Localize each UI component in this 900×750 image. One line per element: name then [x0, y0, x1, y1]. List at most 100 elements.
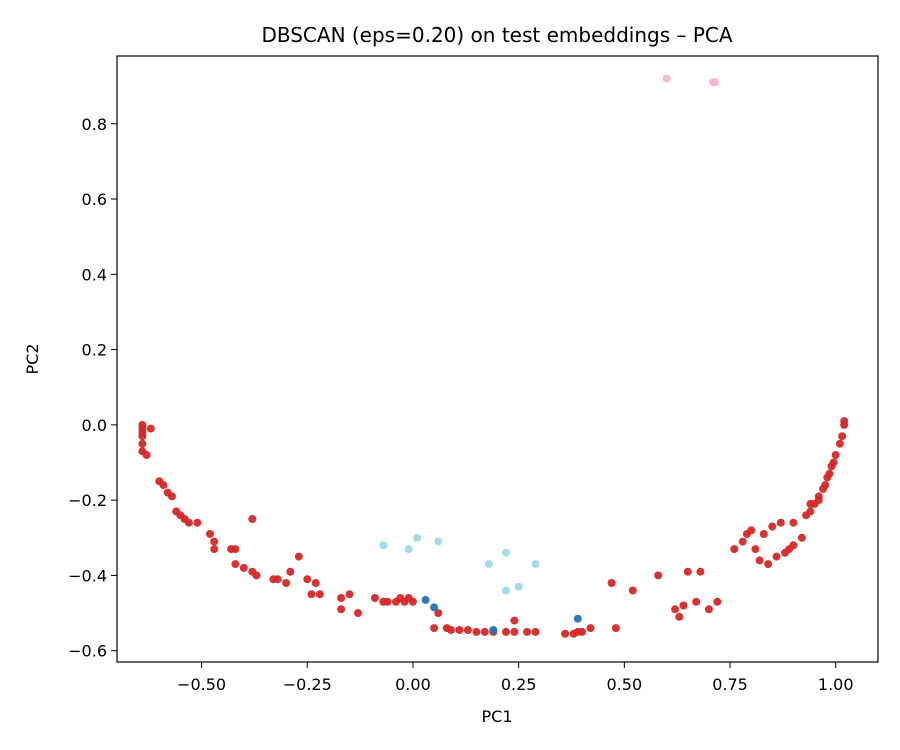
data-point — [303, 575, 312, 584]
data-point — [840, 417, 849, 426]
data-points — [138, 74, 849, 638]
y-tick-label: −0.2 — [68, 491, 107, 510]
data-point — [510, 616, 519, 625]
data-point — [337, 605, 346, 614]
data-point — [713, 597, 722, 606]
data-point — [607, 579, 616, 587]
x-tick-label: 0.00 — [395, 675, 431, 694]
y-tick-label: −0.4 — [68, 566, 107, 585]
data-point — [455, 626, 464, 634]
plot-area — [116, 55, 879, 663]
data-point — [307, 590, 316, 599]
data-point — [692, 597, 701, 606]
data-point — [711, 78, 720, 87]
data-point — [193, 518, 202, 527]
data-point — [662, 74, 671, 83]
data-point — [286, 567, 295, 576]
data-point — [730, 545, 739, 554]
data-point — [430, 603, 439, 612]
data-point — [789, 518, 798, 527]
y-tick-label: 0.0 — [82, 416, 107, 435]
data-point — [755, 556, 764, 565]
x-tick-label: −0.50 — [177, 675, 226, 694]
data-point — [489, 626, 498, 634]
data-point — [168, 492, 176, 501]
x-tick-label: −0.25 — [283, 675, 332, 694]
data-point — [611, 624, 620, 633]
y-axis-ticks: −0.6 −0.4 −0.2 0.0 0.2 0.4 0.6 0.8 — [68, 115, 117, 661]
data-point — [776, 518, 785, 527]
data-point — [675, 612, 684, 621]
data-point — [586, 624, 595, 633]
data-point — [738, 537, 747, 546]
data-point — [510, 627, 519, 636]
x-tick-label: 0.50 — [607, 675, 643, 694]
data-point — [561, 629, 570, 638]
y-tick-label: 0.8 — [82, 115, 107, 134]
data-point — [821, 481, 830, 490]
data-point — [239, 563, 248, 572]
data-point — [696, 567, 705, 576]
y-tick-label: −0.6 — [68, 642, 107, 661]
data-point — [434, 537, 443, 546]
data-point — [273, 575, 282, 584]
chart-title: DBSCAN (eps=0.20) on test embeddings – P… — [261, 23, 732, 47]
data-point — [502, 586, 510, 595]
data-point — [231, 545, 240, 554]
data-point — [472, 627, 481, 636]
data-point — [447, 626, 455, 634]
data-point — [379, 541, 388, 550]
data-point — [370, 594, 379, 602]
data-point — [806, 507, 815, 516]
data-point — [252, 571, 261, 580]
data-point — [679, 601, 688, 610]
data-point — [683, 567, 692, 576]
data-point — [835, 439, 844, 448]
data-point — [654, 571, 663, 580]
data-point — [578, 627, 587, 636]
data-point — [751, 545, 760, 554]
data-point — [485, 560, 493, 569]
data-point — [383, 597, 392, 606]
data-point — [430, 624, 439, 633]
x-tick-label: 0.75 — [712, 675, 748, 694]
x-axis-ticks: −0.50 −0.25 0.00 0.25 0.50 0.75 1.00 — [177, 662, 854, 694]
data-point — [747, 526, 756, 535]
data-point — [142, 451, 151, 459]
data-point — [184, 518, 193, 527]
data-point — [829, 458, 838, 467]
y-axis-label: PC2 — [23, 344, 42, 375]
data-point — [502, 548, 510, 557]
data-point — [502, 627, 510, 636]
data-point — [463, 626, 472, 634]
data-point — [573, 614, 582, 623]
data-point — [421, 595, 430, 604]
data-point — [248, 515, 257, 523]
data-point — [531, 627, 540, 636]
data-point — [282, 579, 291, 587]
data-point — [294, 552, 303, 561]
data-point — [354, 609, 362, 618]
y-tick-label: 0.4 — [82, 265, 107, 284]
data-point — [514, 582, 523, 591]
data-point — [768, 522, 777, 531]
data-point — [138, 439, 147, 448]
data-point — [838, 432, 847, 441]
data-point — [231, 560, 240, 569]
data-point — [814, 492, 823, 501]
data-point — [531, 560, 540, 569]
data-point — [138, 432, 147, 441]
data-point — [311, 579, 320, 587]
data-point — [797, 533, 806, 542]
data-point — [337, 594, 346, 602]
data-point — [146, 424, 155, 433]
data-point — [480, 627, 489, 636]
y-tick-label: 0.2 — [82, 341, 107, 360]
x-axis-label: PC1 — [482, 707, 513, 726]
data-point — [408, 597, 417, 606]
data-point — [772, 552, 781, 561]
data-point — [789, 541, 798, 550]
data-point — [764, 560, 773, 569]
